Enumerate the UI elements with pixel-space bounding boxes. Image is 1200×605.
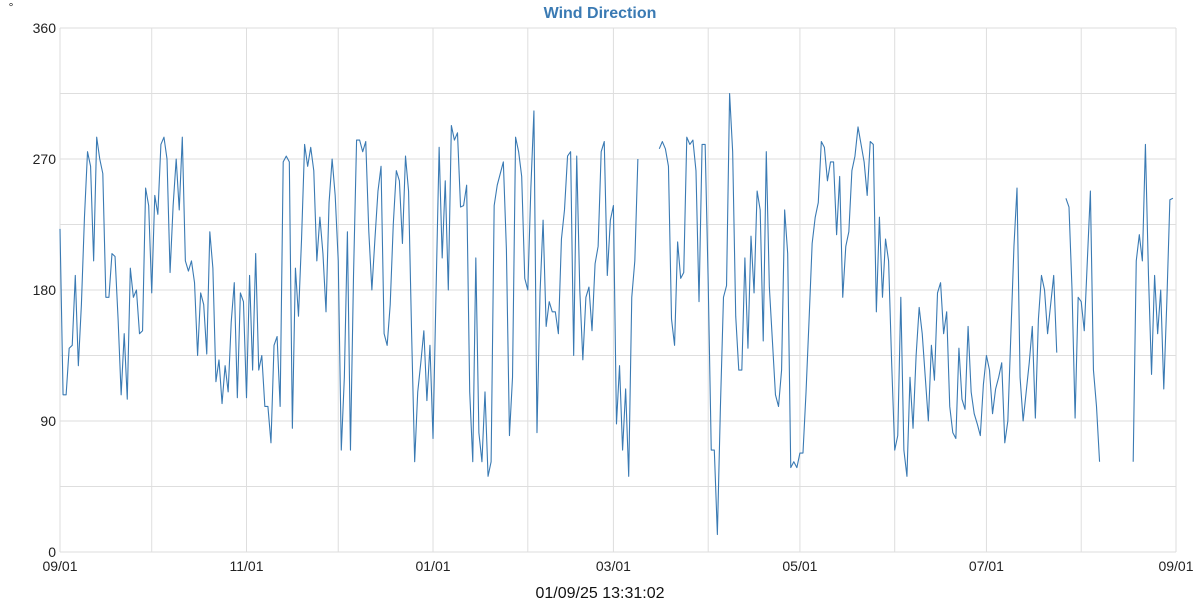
y-tick-label: 270 bbox=[33, 151, 57, 167]
y-tick-label: 90 bbox=[40, 413, 56, 429]
axis-layer: 0 90 180 270 360 09/01 11/01 01/01 03/01 05/01 07/… bbox=[33, 20, 1194, 574]
y-tick-label: 180 bbox=[33, 282, 57, 298]
x-tick-label: 11/01 bbox=[230, 558, 264, 574]
series-layer bbox=[59, 92, 1174, 536]
chart-title: Wind Direction bbox=[544, 5, 657, 22]
x-tick-label: 09/01 bbox=[1158, 558, 1193, 574]
y-tick-label: 0 bbox=[48, 544, 56, 560]
footer-timestamp: 01/09/25 13:31:02 bbox=[535, 585, 664, 600]
x-tick-label: 07/01 bbox=[969, 558, 1004, 574]
y-tick-label: 360 bbox=[33, 20, 57, 36]
wind-direction-line-segment bbox=[658, 92, 1058, 536]
wind-direction-line-segment bbox=[1132, 143, 1174, 462]
wind-direction-line-segment bbox=[59, 110, 639, 477]
grid-layer bbox=[59, 27, 1177, 553]
x-tick-label: 05/01 bbox=[782, 558, 817, 574]
wind-direction-line-segment bbox=[1065, 190, 1101, 462]
x-tick-label: 01/01 bbox=[415, 558, 450, 574]
x-tick-label: 03/01 bbox=[596, 558, 631, 574]
y-unit-label: ° bbox=[9, 0, 14, 14]
x-tick-label: 09/01 bbox=[42, 558, 77, 574]
